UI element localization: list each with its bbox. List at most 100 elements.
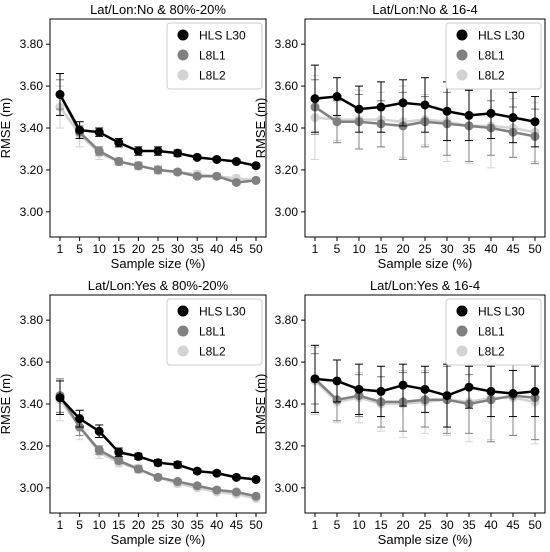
- legend-marker: [177, 49, 189, 61]
- data-point: [114, 157, 124, 167]
- x-tick-label: 15: [374, 518, 388, 532]
- data-point: [212, 154, 222, 164]
- y-tick-label: 3.20: [20, 163, 44, 177]
- x-tick-label: 25: [151, 518, 165, 532]
- data-point: [251, 175, 261, 185]
- data-point: [212, 468, 222, 478]
- x-axis-label: Sample size (%): [378, 532, 473, 547]
- data-point: [133, 146, 143, 156]
- legend-label: L8L2: [199, 69, 226, 83]
- x-tick-label: 5: [334, 518, 341, 532]
- y-tick-label: 3.40: [275, 397, 299, 411]
- data-point: [231, 472, 241, 482]
- data-point: [464, 382, 474, 392]
- data-point: [173, 167, 183, 177]
- y-tick-label: 3.60: [20, 79, 44, 93]
- data-point: [153, 458, 163, 468]
- chart-panel-3: Lat/Lon:Yes & 80%-20% 3.00 3.20 3.40 3.60 3.8…: [0, 278, 267, 547]
- legend-label: HLS L30: [199, 29, 246, 43]
- x-tick-label: 35: [191, 518, 205, 532]
- x-tick-label: 5: [76, 242, 83, 256]
- series-line: [58, 399, 257, 500]
- legend-marker: [456, 325, 468, 337]
- x-tick-label: 40: [484, 242, 498, 256]
- legend-label: L8L2: [478, 69, 505, 83]
- chart-panel-1: Lat/Lon:No & 80%-20% 3.00 3.20 3.40 3.60 3.80…: [0, 2, 267, 271]
- x-tick-label: 45: [506, 242, 520, 256]
- legend-marker: [456, 29, 468, 41]
- data-point: [332, 92, 342, 102]
- y-tick-label: 3.00: [20, 481, 44, 495]
- x-tick-label: 50: [528, 242, 542, 256]
- data-point: [530, 117, 540, 127]
- y-tick-label: 3.60: [275, 355, 299, 369]
- data-point: [354, 104, 364, 114]
- y-tick-label: 3.80: [275, 313, 299, 327]
- legend-marker: [456, 345, 468, 357]
- x-axis-label: Sample size (%): [111, 532, 206, 547]
- x-tick-label: 50: [249, 242, 263, 256]
- legend-label: L8L1: [478, 49, 505, 63]
- data-point: [332, 117, 342, 127]
- data-point: [231, 157, 241, 167]
- y-axis-label: RMSE (m): [253, 98, 268, 159]
- legend-label: HLS L30: [199, 305, 246, 319]
- data-point: [94, 146, 104, 156]
- x-tick-label: 15: [112, 242, 126, 256]
- x-tick-label: 35: [462, 242, 476, 256]
- data-point: [173, 460, 183, 470]
- series-l8l1: [55, 79, 261, 187]
- data-point: [192, 481, 202, 491]
- legend: HLS L30 L8L1 L8L2: [166, 22, 263, 90]
- data-point: [94, 127, 104, 137]
- y-tick-label: 3.00: [20, 205, 44, 219]
- data-point: [173, 148, 183, 158]
- x-tick-label: 10: [352, 242, 366, 256]
- x-tick-label: 30: [440, 518, 454, 532]
- data-point: [133, 161, 143, 171]
- data-point: [231, 487, 241, 497]
- x-tick-label: 50: [249, 518, 263, 532]
- series-hls-l30: [310, 64, 540, 148]
- legend-marker: [177, 345, 189, 357]
- y-tick-label: 3.20: [275, 163, 299, 177]
- y-tick-label: 3.00: [275, 205, 299, 219]
- data-point: [464, 110, 474, 120]
- legend-marker: [456, 69, 468, 81]
- x-tick-label: 40: [210, 518, 224, 532]
- legend-label: L8L2: [199, 345, 226, 359]
- legend-marker: [456, 49, 468, 61]
- series-l8l1: [55, 378, 261, 501]
- data-point: [75, 414, 85, 424]
- y-axis-label: RMSE (m): [0, 98, 13, 159]
- data-point: [332, 376, 342, 386]
- x-tick-label: 45: [230, 518, 244, 532]
- data-point: [192, 171, 202, 181]
- x-tick-label: 10: [93, 242, 107, 256]
- legend-marker: [177, 325, 189, 337]
- x-tick-label: 5: [334, 242, 341, 256]
- data-point: [55, 89, 65, 99]
- x-tick-label: 25: [418, 518, 432, 532]
- data-point: [376, 102, 386, 112]
- data-point: [153, 472, 163, 482]
- x-tick-label: 15: [374, 242, 388, 256]
- data-point: [153, 146, 163, 156]
- data-point: [192, 152, 202, 162]
- data-point: [310, 374, 320, 384]
- legend: HLS L30 L8L1 L8L2: [445, 298, 542, 366]
- data-point: [114, 138, 124, 148]
- x-tick-label: 10: [352, 518, 366, 532]
- data-point: [486, 108, 496, 118]
- x-tick-label: 30: [440, 242, 454, 256]
- legend-marker: [456, 305, 468, 317]
- legend-box: [166, 298, 263, 366]
- y-tick-label: 3.40: [275, 121, 299, 135]
- data-point: [251, 491, 261, 501]
- legend-label: L8L1: [478, 325, 505, 339]
- legend-marker: [177, 29, 189, 41]
- data-point: [310, 94, 320, 104]
- series-l8l2: [55, 378, 261, 503]
- legend-label: L8L1: [199, 325, 226, 339]
